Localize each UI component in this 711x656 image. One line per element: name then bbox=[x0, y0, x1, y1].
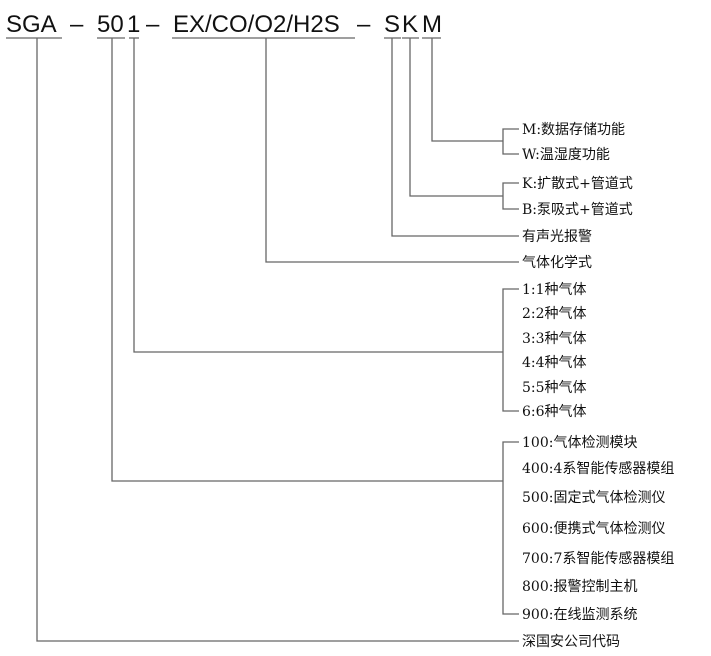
code-function: M bbox=[422, 11, 442, 38]
alarm-connector bbox=[391, 38, 519, 237]
sampling-option: B:泵吸式+管道式 bbox=[522, 202, 633, 218]
gases-connector bbox=[265, 38, 519, 263]
sampling-bracket bbox=[502, 182, 519, 210]
connector-lines bbox=[6, 37, 519, 642]
series-connector bbox=[111, 38, 503, 482]
series-option: 900:在线监测系统 bbox=[522, 607, 637, 623]
alarm-label: 有声光报警 bbox=[522, 229, 592, 245]
series-option: 100:气体检测模块 bbox=[522, 435, 637, 451]
code-separator: – bbox=[70, 11, 84, 38]
function-connector bbox=[431, 38, 503, 142]
series-bracket bbox=[502, 441, 519, 615]
code-prefix: SGA bbox=[6, 11, 57, 38]
series-option: 600:便携式气体检测仪 bbox=[522, 521, 665, 537]
gas-count-option: 3:3种气体 bbox=[522, 331, 587, 347]
function-option: M:数据存储功能 bbox=[522, 122, 625, 138]
code-gases: EX/CO/O2/H2S bbox=[173, 11, 340, 38]
model-code-header: SGA – 50 1 – EX/CO/O2/H2S – S K M bbox=[6, 11, 442, 38]
code-alarm: S bbox=[384, 11, 400, 38]
code-series: 50 bbox=[97, 11, 124, 38]
series-option: 800:报警控制主机 bbox=[522, 579, 637, 595]
gas-count-bracket bbox=[502, 288, 519, 412]
gas-count-connector bbox=[133, 38, 503, 353]
gas-count-option: 6:6种气体 bbox=[522, 404, 587, 420]
code-sampling: K bbox=[402, 11, 418, 38]
legend-labels: M:数据存储功能 W:温湿度功能 K:扩散式+管道式 B:泵吸式+管道式有声光报警气体… bbox=[522, 122, 674, 650]
gas-count-option: 2:2种气体 bbox=[522, 306, 587, 322]
company-label: 深国安公司代码 bbox=[522, 634, 620, 650]
code-separator: – bbox=[146, 11, 160, 38]
gases-label: 气体化学式 bbox=[522, 255, 592, 271]
gas-count-option: 1:1种气体 bbox=[522, 282, 587, 298]
code-separator: – bbox=[357, 11, 371, 38]
function-option: W:温湿度功能 bbox=[522, 147, 610, 163]
company-connector bbox=[36, 38, 519, 642]
code-gas-count: 1 bbox=[127, 11, 140, 38]
series-option: 700:7系智能传感器模组 bbox=[522, 550, 674, 567]
series-option: 400:4系智能传感器模组 bbox=[522, 460, 674, 477]
function-bracket bbox=[502, 128, 519, 155]
gas-count-option: 4:4种气体 bbox=[522, 355, 587, 371]
sampling-connector bbox=[409, 38, 503, 197]
series-option: 500:固定式气体检测仪 bbox=[522, 490, 665, 506]
gas-count-option: 5:5种气体 bbox=[522, 380, 587, 396]
sampling-option: K:扩散式+管道式 bbox=[522, 176, 633, 192]
